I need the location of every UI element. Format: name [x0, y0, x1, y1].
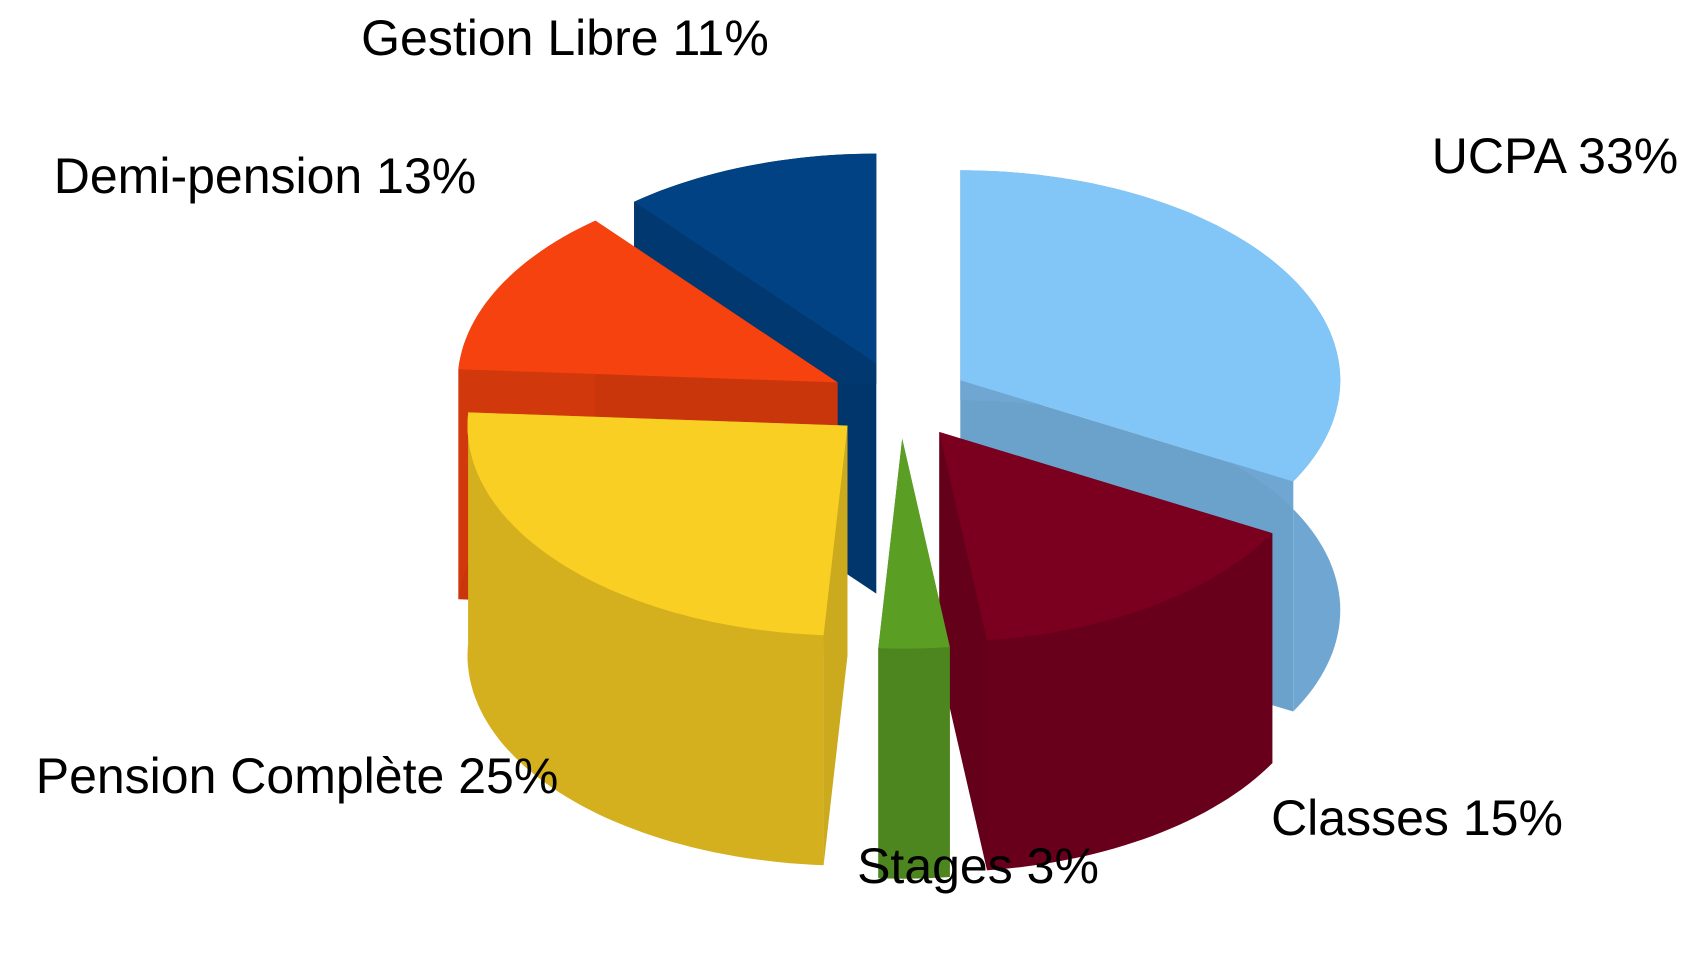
slice-label-category: Pension Complète [36, 748, 445, 804]
slice-radial-side [939, 432, 987, 871]
slice-top [960, 170, 1341, 482]
slice-label: Classes 15% [1271, 790, 1563, 846]
slice-label-category: Stages [857, 838, 1013, 894]
slice-top [458, 220, 838, 383]
slice-label-value: 11% [672, 10, 768, 66]
slice-radial-side [823, 425, 848, 866]
slice-label: Pension Complète 25% [36, 748, 559, 804]
slice [878, 438, 950, 879]
slice-label: Gestion Libre 11% [361, 10, 769, 66]
slice-label: Demi-pension 13% [54, 148, 476, 204]
slice-label-value: 25% [458, 748, 558, 804]
slice-top [939, 432, 1273, 641]
slice-outer-side [878, 647, 950, 879]
slice-outer-side [987, 533, 1273, 871]
slice-top [634, 153, 877, 364]
slice-top [467, 412, 848, 636]
slice-outer-side [467, 412, 824, 866]
slice-label: Stages 3% [857, 838, 1099, 894]
slice-label-category: Gestion Libre [361, 10, 658, 66]
slice-top [878, 438, 950, 649]
slice-label-value: 3% [1027, 838, 1099, 894]
slice-label-category: UCPA [1432, 128, 1568, 184]
slice-label-value: 13% [376, 148, 476, 204]
slice-label-category: Classes [1271, 790, 1449, 846]
slice-label: UCPA 33% [1432, 128, 1678, 184]
slice-label-value: 15% [1463, 790, 1563, 846]
slice-label-category: Demi-pension [54, 148, 362, 204]
slice [939, 432, 1273, 871]
slice [467, 412, 848, 866]
slice-label-value: 33% [1578, 128, 1678, 184]
